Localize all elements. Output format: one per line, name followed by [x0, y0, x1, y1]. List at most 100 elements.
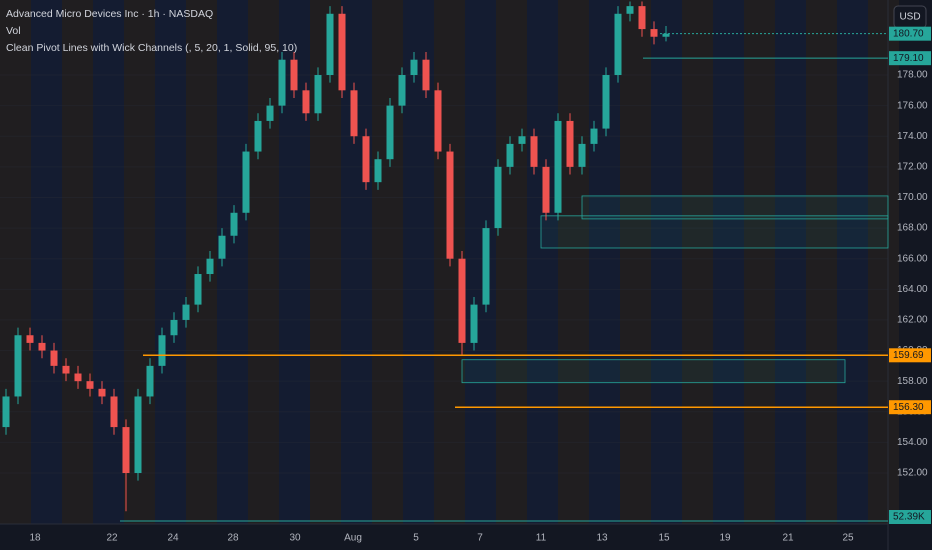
candle-body	[434, 90, 442, 152]
candle-body	[122, 427, 130, 474]
candle-body	[398, 75, 406, 106]
session-stripes	[0, 0, 899, 524]
wick-channel	[461, 359, 846, 384]
stripe	[527, 0, 558, 524]
stripe	[558, 0, 589, 524]
stripe	[0, 0, 31, 524]
candle-body	[206, 258, 214, 275]
candle-body	[386, 105, 394, 160]
stripe	[372, 0, 403, 524]
candle-body	[26, 335, 34, 343]
stripe	[868, 0, 899, 524]
price-label: 180.70	[893, 28, 924, 39]
candle-body	[422, 59, 430, 91]
stripe	[341, 0, 372, 524]
indicator-legend: Clean Pivot Lines with Wick Channels (, …	[6, 42, 297, 54]
stripe	[93, 0, 124, 524]
candle-body	[374, 159, 382, 183]
currency-label: USD	[899, 12, 920, 23]
stripe	[744, 0, 775, 524]
candle-body	[170, 319, 178, 336]
candle-body	[182, 304, 190, 320]
candle-body	[218, 235, 226, 259]
candle-body	[446, 151, 454, 259]
candle-body	[494, 166, 502, 229]
y-tick-label: 162.00	[897, 315, 928, 326]
y-tick-label: 174.00	[897, 131, 928, 142]
y-tick-label: 172.00	[897, 161, 928, 172]
x-tick-label: 5	[413, 533, 419, 544]
candle-body	[254, 120, 262, 152]
x-tick-label: 7	[477, 533, 483, 544]
wick-channel	[540, 215, 889, 249]
candle-body	[626, 6, 634, 14]
candle-body	[506, 143, 514, 167]
y-tick-label: 176.00	[897, 100, 928, 111]
x-tick-label: 28	[227, 533, 239, 544]
candle-body	[2, 396, 10, 428]
volume-label: 52.39K	[893, 512, 925, 523]
candle-body	[50, 350, 58, 366]
candle-body	[14, 335, 22, 397]
candle-body	[278, 59, 286, 106]
x-tick-label: 21	[782, 533, 794, 544]
stripe	[620, 0, 651, 524]
x-tick-label: 13	[596, 533, 608, 544]
candle-body	[98, 388, 106, 397]
volume-legend: Vol	[6, 25, 21, 37]
y-tick-label: 170.00	[897, 192, 928, 203]
x-tick-label: 22	[106, 533, 118, 544]
price-label-box	[889, 26, 931, 41]
candle-body	[38, 342, 46, 351]
candle-body	[314, 75, 322, 114]
candle-body	[62, 365, 70, 374]
price-label-box	[889, 348, 931, 363]
stripe	[682, 0, 713, 524]
x-tick-label: 11	[536, 533, 547, 544]
x-tick-label: 30	[289, 533, 301, 544]
price-label: 159.69	[893, 350, 924, 361]
stripe	[31, 0, 62, 524]
candle-body	[158, 335, 166, 366]
price-label: 156.30	[893, 402, 924, 413]
volume-label-box	[889, 510, 931, 524]
candle-body	[242, 151, 250, 213]
candle-body	[638, 6, 646, 30]
stripe	[806, 0, 837, 524]
price-label: 179.10	[893, 53, 924, 64]
y-tick-label: 178.00	[897, 70, 928, 81]
candle-body	[410, 59, 418, 76]
y-tick-label: 164.00	[897, 284, 928, 295]
x-tick-label: 18	[29, 533, 41, 544]
candle-body	[74, 373, 82, 382]
candle-body	[518, 136, 526, 144]
candle-body	[194, 274, 202, 305]
candle-body	[542, 166, 550, 213]
y-tick-label: 158.00	[897, 376, 928, 387]
candle-body	[266, 105, 274, 121]
candle-body	[326, 13, 334, 76]
candle-body	[134, 396, 142, 474]
candle-body	[662, 33, 670, 37]
stripe	[651, 0, 682, 524]
price-label-box	[889, 51, 931, 66]
x-tick-label: 15	[658, 533, 670, 544]
stripe	[155, 0, 186, 524]
candle-body	[146, 365, 154, 397]
stripe	[248, 0, 279, 524]
candle-body	[338, 13, 346, 91]
x-tick-label: Aug	[344, 533, 362, 544]
x-tick-label: 24	[167, 533, 179, 544]
stripe	[837, 0, 868, 524]
candle-body	[650, 29, 658, 37]
y-tick-label: 152.00	[897, 468, 928, 479]
candle-body	[614, 13, 622, 76]
stripe	[465, 0, 496, 524]
candle-body	[482, 228, 490, 305]
candle-body	[458, 258, 466, 343]
stripe	[775, 0, 806, 524]
y-tick-label: 154.00	[897, 437, 928, 448]
candle-body	[230, 212, 238, 236]
